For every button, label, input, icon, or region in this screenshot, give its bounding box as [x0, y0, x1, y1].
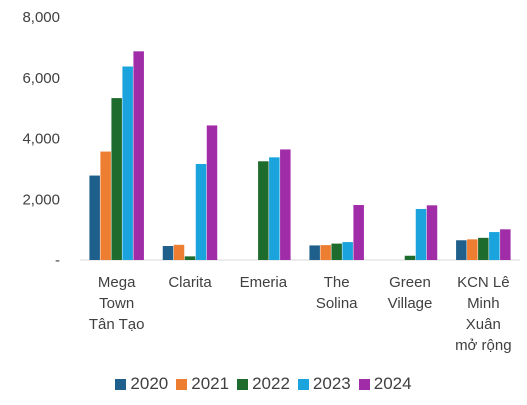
legend-item-2022: 2022	[237, 374, 290, 394]
bar-2023-1	[195, 164, 207, 260]
y-tick-label: 2,000	[22, 191, 60, 208]
legend-swatch	[297, 378, 309, 390]
bar-2022-5	[478, 237, 489, 260]
bar-2023-3	[342, 242, 353, 260]
legend-item-2020: 2020	[115, 374, 168, 394]
bar-2022-0	[111, 98, 122, 260]
legend-swatch	[176, 378, 188, 390]
bar-2023-0	[122, 66, 133, 260]
x-category-label: The	[324, 274, 350, 291]
y-tick-label: 8,000	[22, 9, 60, 26]
x-category-label: Mega	[98, 274, 136, 291]
legend-swatch	[115, 378, 127, 390]
bar-2023-5	[489, 232, 500, 260]
x-category-label: KCN Lê	[457, 274, 510, 291]
y-tick-label: -	[55, 252, 60, 269]
bar-2021-0	[100, 151, 111, 260]
x-category-label: Solina	[316, 295, 358, 312]
bar-2020-5	[456, 240, 467, 260]
bar-2021-5	[467, 239, 478, 260]
x-axis-categories: Mega Town Tân Tạo Clarita Emeria The Solina Gre…	[89, 274, 512, 354]
x-category-label: Village	[388, 295, 433, 312]
x-category-label: Tân Tạo	[89, 316, 145, 333]
bar-2022-1	[184, 256, 196, 260]
y-axis-ticks: - 2,000 4,000 6,000 8,000	[22, 9, 60, 269]
bar-2020-3	[309, 245, 320, 260]
legend-label: 2023	[312, 374, 351, 393]
bar-2022-2	[258, 161, 269, 260]
legend-label: 2024	[373, 374, 412, 393]
legend-swatch	[237, 378, 249, 390]
bar-2022-4	[404, 255, 416, 260]
legend-swatch	[358, 378, 370, 390]
bar-2024-3	[353, 205, 364, 260]
legend-label: 2020	[130, 374, 169, 393]
bars-group	[89, 51, 511, 260]
legend-label: 2021	[191, 374, 230, 393]
bar-2024-2	[280, 149, 291, 260]
x-category-label: Town	[99, 295, 134, 312]
bar-2024-4	[426, 205, 438, 260]
legend-item-2024: 2024	[358, 374, 412, 394]
x-category-label: mở rộng	[455, 337, 512, 354]
bar-2021-3	[320, 245, 331, 260]
legend-label: 2022	[252, 374, 290, 393]
y-tick-label: 4,000	[22, 131, 60, 148]
legend-item-2021: 2021	[176, 374, 229, 394]
bar-2023-2	[269, 157, 280, 260]
bar-2023-4	[415, 208, 427, 260]
bar-2021-1	[173, 244, 185, 260]
x-category-label: Xuân	[466, 316, 501, 333]
bar-2024-5	[500, 229, 511, 260]
y-tick-label: 6,000	[22, 70, 60, 87]
bar-2022-3	[331, 243, 342, 260]
x-category-label: Clarita	[168, 274, 212, 291]
bar-2020-1	[162, 246, 174, 260]
chart-legend: 2020 2021 2022 2023 2024	[0, 370, 527, 398]
legend-item-2023: 2023	[297, 374, 351, 394]
x-category-label: Green	[389, 274, 431, 291]
bar-2020-0	[89, 175, 100, 260]
bar-2024-1	[206, 125, 218, 260]
x-category-label: Minh	[467, 295, 500, 312]
bar-2024-0	[133, 51, 144, 260]
x-category-label: Emeria	[240, 274, 288, 291]
